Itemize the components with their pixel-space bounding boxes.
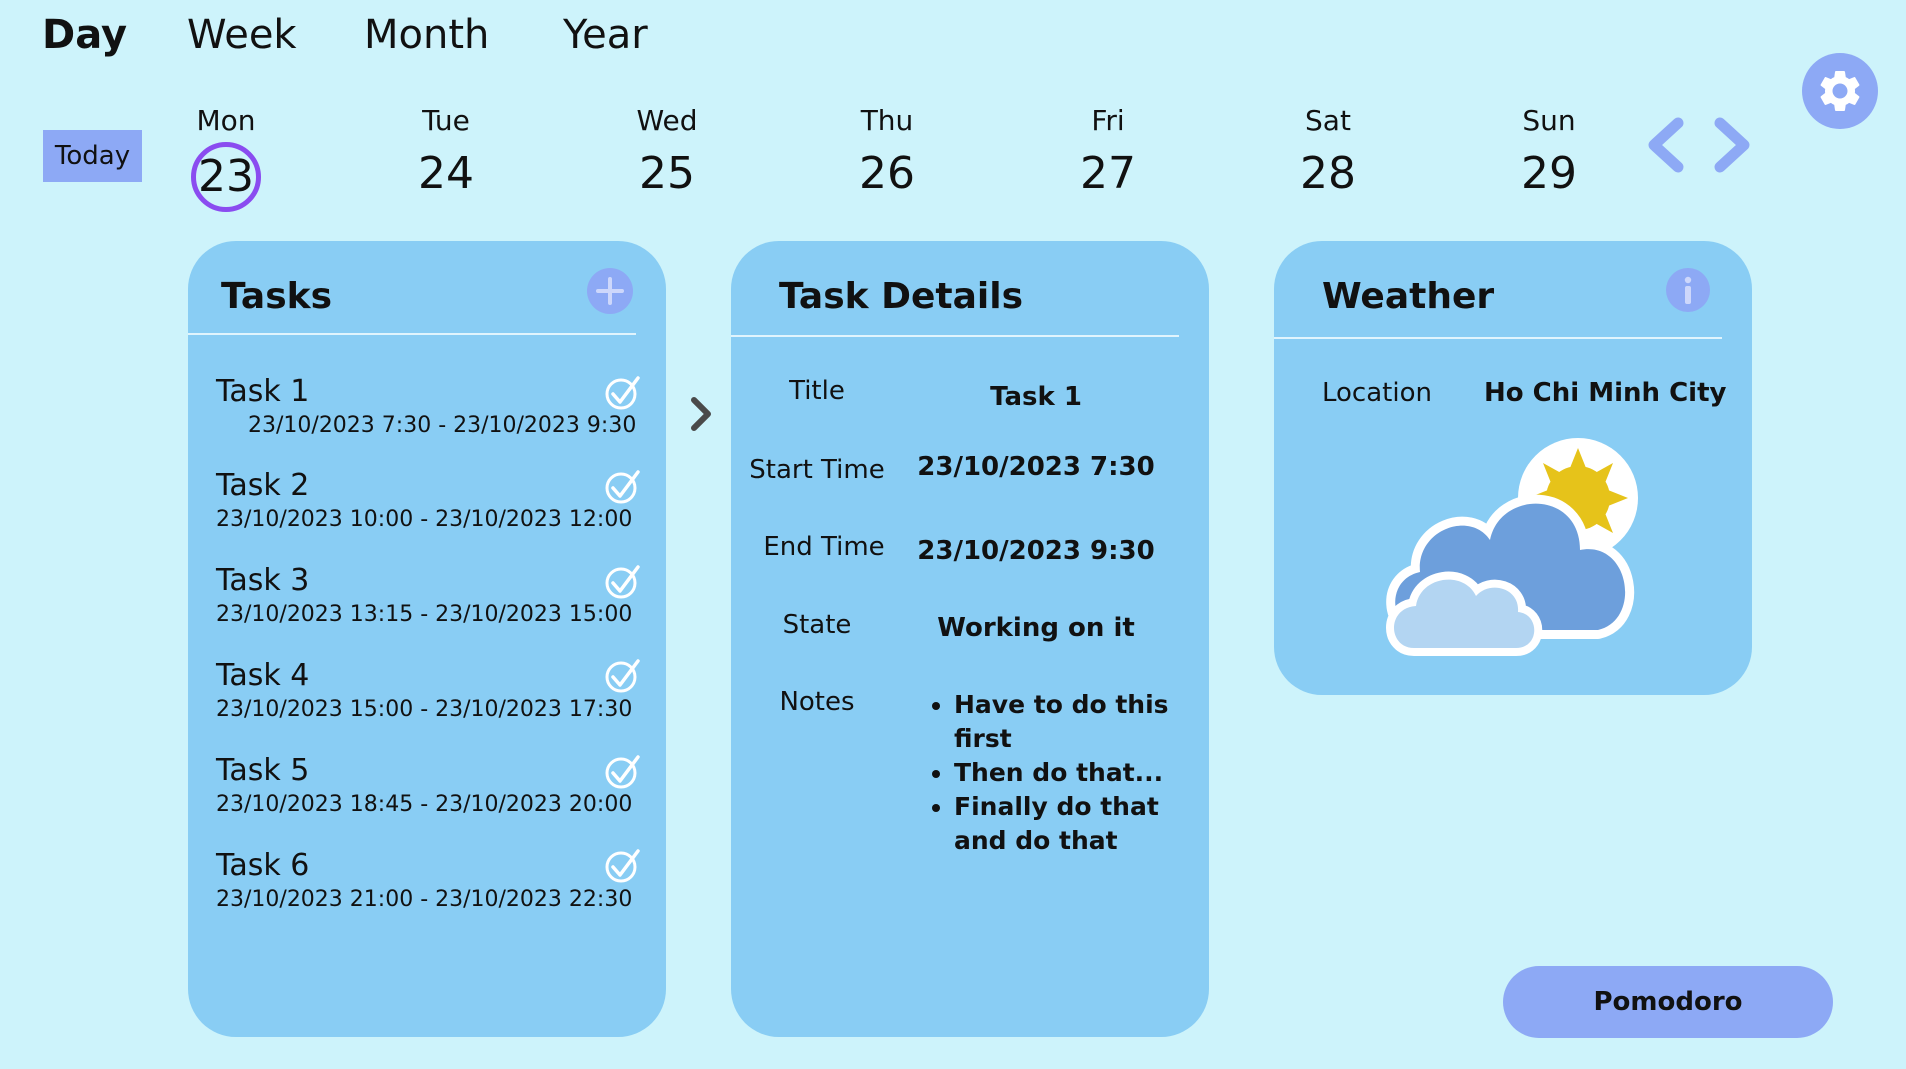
day-date: 24 [418,148,474,199]
tab-week[interactable]: Week [187,12,297,58]
check-circle-icon [605,849,640,883]
day-date: 28 [1300,148,1356,199]
day-thu[interactable]: Thu 26 [827,104,947,202]
day-date: 29 [1521,148,1577,199]
pomodoro-button[interactable]: Pomodoro [1503,966,1833,1038]
task-item[interactable]: Task 6 23/10/2023 21:00 - 23/10/2023 22:… [216,847,646,915]
gear-icon [1820,70,1860,111]
tasks-panel-title: Tasks [221,276,333,317]
task-time: 23/10/2023 21:00 - 23/10/2023 22:30 [216,887,633,912]
task-name: Task 2 [216,468,310,503]
weather-divider [1274,337,1722,339]
day-name: Tue [422,104,470,137]
detail-state-value: Working on it [937,613,1135,643]
check-circle-icon [605,470,640,504]
detail-title-value: Task 1 [990,382,1082,412]
cloud-icon [1386,494,1635,656]
open-details-button[interactable] [688,394,714,434]
day-date: 23 [198,151,254,202]
previous-week-button[interactable] [1642,115,1690,175]
details-divider [731,335,1179,337]
task-name: Task 5 [216,753,310,788]
day-sat[interactable]: Sat 28 [1268,104,1388,202]
complete-task-checkbox[interactable] [604,468,642,506]
task-time: 23/10/2023 15:00 - 23/10/2023 17:30 [216,697,633,722]
weather-title: Weather [1322,276,1495,317]
detail-notes-label: Notes [779,687,855,717]
settings-button[interactable] [1802,53,1878,129]
chevron-right-icon [1714,117,1750,173]
location-label: Location [1322,378,1432,408]
day-tue[interactable]: Tue 24 [386,104,506,202]
day-date: 26 [859,148,915,199]
detail-start-label: Start Time [749,455,885,485]
day-date: 25 [639,148,695,199]
day-wed[interactable]: Wed 25 [607,104,727,202]
task-details-panel [731,241,1209,1037]
day-name: Thu [860,104,914,137]
detail-state-label: State [782,610,852,640]
task-time: 23/10/2023 7:30 - 23/10/2023 9:30 [248,413,637,438]
note-item: Finally do that and do that [954,790,1194,858]
task-time: 23/10/2023 13:15 - 23/10/2023 15:00 [216,602,633,627]
selected-day-ring: 23 [191,142,261,212]
task-name: Task 6 [216,848,310,883]
location-value: Ho Chi Minh City [1484,378,1727,408]
complete-task-checkbox[interactable] [604,563,642,601]
day-date: 27 [1080,148,1136,199]
task-item[interactable]: Task 2 23/10/2023 10:00 - 23/10/2023 12:… [216,467,646,535]
day-sun[interactable]: Sun 29 [1489,104,1609,202]
check-circle-icon [605,376,640,410]
task-name: Task 3 [216,563,310,598]
day-mon[interactable]: Mon 23 [166,104,286,212]
tab-day[interactable]: Day [42,12,128,58]
tab-month[interactable]: Month [364,12,490,58]
task-item[interactable]: Task 3 23/10/2023 13:15 - 23/10/2023 15:… [216,562,646,630]
info-icon [1684,276,1692,304]
add-task-button[interactable] [587,268,633,314]
plus-icon [596,277,624,305]
day-fri[interactable]: Fri 27 [1048,104,1168,202]
task-name: Task 4 [216,658,310,693]
partly-cloudy-icon [1386,438,1638,656]
complete-task-checkbox[interactable] [604,374,642,412]
tab-year[interactable]: Year [563,12,648,58]
detail-end-label: End Time [763,532,885,562]
check-circle-icon [605,565,640,599]
task-time: 23/10/2023 18:45 - 23/10/2023 20:00 [216,792,633,817]
detail-start-value: 23/10/2023 7:30 [917,452,1155,482]
task-time: 23/10/2023 10:00 - 23/10/2023 12:00 [216,507,633,532]
complete-task-checkbox[interactable] [604,657,642,695]
next-week-button[interactable] [1708,115,1756,175]
chevron-left-icon [1648,117,1684,173]
day-name: Sat [1305,104,1351,137]
task-item[interactable]: Task 5 23/10/2023 18:45 - 23/10/2023 20:… [216,752,646,820]
complete-task-checkbox[interactable] [604,847,642,885]
notes-list: Have to do this first Then do that... Fi… [928,688,1194,858]
note-item: Have to do this first [954,688,1194,756]
today-button[interactable]: Today [43,130,142,182]
note-item: Then do that... [954,756,1194,790]
task-item[interactable]: Task 1 23/10/2023 7:30 - 23/10/2023 9:30 [216,373,646,441]
day-name: Sun [1522,104,1576,137]
chevron-right-icon [691,397,711,431]
task-item[interactable]: Task 4 23/10/2023 15:00 - 23/10/2023 17:… [216,657,646,725]
detail-title-label: Title [789,376,845,406]
weather-info-button[interactable] [1666,268,1710,312]
tasks-panel [188,241,666,1037]
complete-task-checkbox[interactable] [604,753,642,791]
detail-end-value: 23/10/2023 9:30 [917,536,1155,566]
check-circle-icon [605,755,640,789]
day-name: Fri [1091,104,1125,137]
day-name: Mon [196,104,256,137]
check-circle-icon [605,659,640,693]
task-details-title: Task Details [779,276,1024,317]
tasks-divider [188,333,636,335]
task-name: Task 1 [216,374,310,409]
day-name: Wed [636,104,698,137]
